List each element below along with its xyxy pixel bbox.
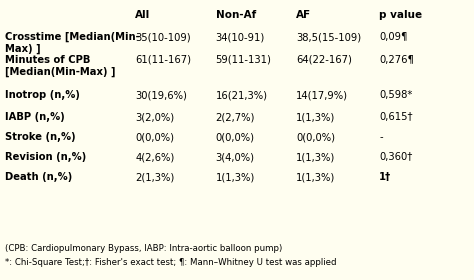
Text: (CPB: Cardiopulmonary Bypass, IABP: Intra-aortic balloon pump): (CPB: Cardiopulmonary Bypass, IABP: Intr… [5, 244, 282, 253]
Text: Crosstime [Median(Min-
Max) ]: Crosstime [Median(Min- Max) ] [5, 32, 139, 54]
Text: 2(1,3%): 2(1,3%) [135, 172, 174, 182]
Text: Inotrop (n,%): Inotrop (n,%) [5, 90, 80, 100]
Text: 2(2,7%): 2(2,7%) [216, 112, 255, 122]
Text: 0,09¶: 0,09¶ [379, 32, 408, 42]
Text: p value: p value [379, 10, 422, 20]
Text: AF: AF [296, 10, 311, 20]
Text: 0(0,0%): 0(0,0%) [296, 132, 335, 142]
Text: 35(10-109): 35(10-109) [135, 32, 191, 42]
Text: 14(17,9%): 14(17,9%) [296, 90, 348, 100]
Text: 0(0,0%): 0(0,0%) [216, 132, 255, 142]
Text: 64(22-167): 64(22-167) [296, 55, 352, 65]
Text: 0,598*: 0,598* [379, 90, 412, 100]
Text: 1†: 1† [379, 172, 392, 182]
Text: All: All [135, 10, 150, 20]
Text: IABP (n,%): IABP (n,%) [5, 112, 64, 122]
Text: 3(2,0%): 3(2,0%) [135, 112, 174, 122]
Text: 59(11-131): 59(11-131) [216, 55, 272, 65]
Text: 0,276¶: 0,276¶ [379, 55, 414, 65]
Text: 16(21,3%): 16(21,3%) [216, 90, 268, 100]
Text: Revision (n,%): Revision (n,%) [5, 152, 86, 162]
Text: 30(19,6%): 30(19,6%) [135, 90, 187, 100]
Text: 0(0,0%): 0(0,0%) [135, 132, 174, 142]
Text: 0,615†: 0,615† [379, 112, 413, 122]
Text: Non-Af: Non-Af [216, 10, 256, 20]
Text: 3(4,0%): 3(4,0%) [216, 152, 255, 162]
Text: *: Chi-Square Test;†: Fisher's exact test; ¶: Mann–Whitney U test was applied: *: Chi-Square Test;†: Fisher's exact tes… [5, 258, 336, 267]
Text: 4(2,6%): 4(2,6%) [135, 152, 174, 162]
Text: 34(10-91): 34(10-91) [216, 32, 265, 42]
Text: 1(1,3%): 1(1,3%) [216, 172, 255, 182]
Text: 1(1,3%): 1(1,3%) [296, 152, 336, 162]
Text: Death (n,%): Death (n,%) [5, 172, 72, 182]
Text: -: - [379, 132, 383, 142]
Text: Minutes of CPB
[Median(Min-Max) ]: Minutes of CPB [Median(Min-Max) ] [5, 55, 115, 77]
Text: 1(1,3%): 1(1,3%) [296, 172, 336, 182]
Text: 1(1,3%): 1(1,3%) [296, 112, 336, 122]
Text: 0,360†: 0,360† [379, 152, 412, 162]
Text: 61(11-167): 61(11-167) [135, 55, 191, 65]
Text: 38,5(15-109): 38,5(15-109) [296, 32, 361, 42]
Text: Stroke (n,%): Stroke (n,%) [5, 132, 75, 142]
